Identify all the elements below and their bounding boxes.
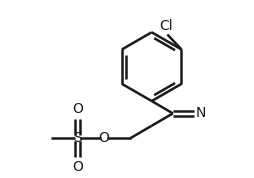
Text: N: N (195, 106, 206, 120)
Text: S: S (73, 131, 82, 145)
Text: O: O (72, 160, 83, 174)
Text: O: O (72, 102, 83, 116)
Text: Cl: Cl (160, 19, 173, 33)
Text: O: O (99, 131, 109, 145)
